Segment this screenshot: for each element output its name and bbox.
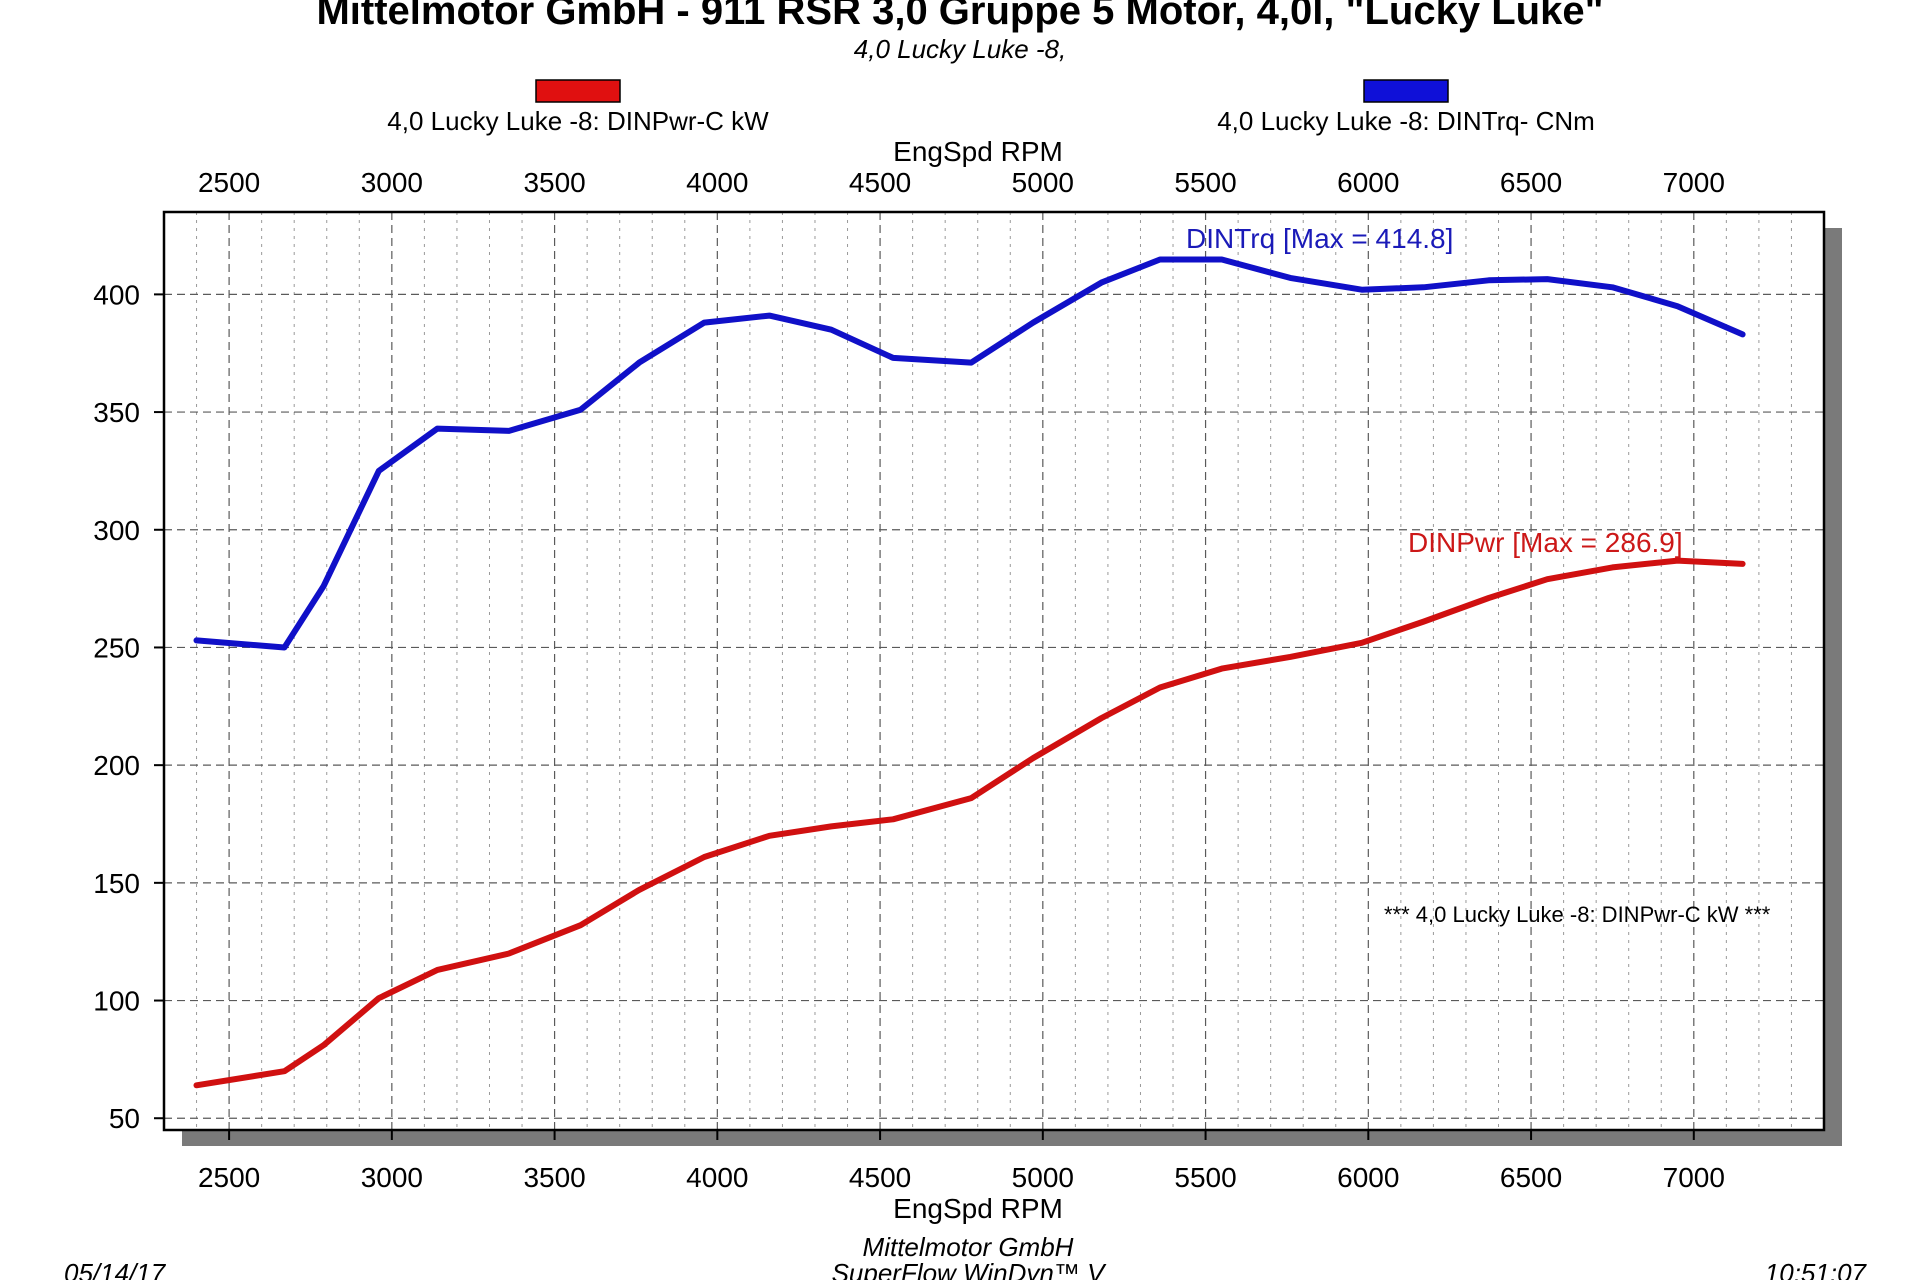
y-tick-label: 250 bbox=[93, 632, 140, 663]
footer-software: SuperFlow WinDyn™ V bbox=[832, 1258, 1108, 1280]
legend-swatch-torque bbox=[1363, 79, 1449, 103]
x-tick-label-bottom: 5000 bbox=[1012, 1162, 1074, 1193]
legend-swatch-power bbox=[535, 79, 621, 103]
chart-title: Mittelmotor GmbH - 911 RSR 3,0 Gruppe 5 … bbox=[316, 0, 1603, 33]
legend-label-torque: 4,0 Lucky Luke -8: DINTrq- CNm bbox=[1217, 106, 1595, 136]
x-tick-label-top: 3500 bbox=[523, 167, 585, 198]
legend: 4,0 Lucky Luke -8: DINPwr-C kW 4,0 Lucky… bbox=[387, 79, 1595, 136]
torque-max-annotation: DINTrq [Max = 414.8] bbox=[1186, 223, 1453, 254]
x-tick-label-top: 4500 bbox=[849, 167, 911, 198]
x-tick-label-bottom: 6500 bbox=[1500, 1162, 1562, 1193]
plot-area bbox=[164, 212, 1824, 1130]
x-tick-label-bottom: 2500 bbox=[198, 1162, 260, 1193]
x-tick-label-top: 4000 bbox=[686, 167, 748, 198]
y-tick-label: 300 bbox=[93, 515, 140, 546]
tick-labels: 2500 2500 3000 3000 3500 3500 4000 4000 4500 4500… bbox=[93, 167, 1725, 1193]
x-axis-label-top: EngSpd RPM bbox=[893, 136, 1063, 167]
y-tick-label: 200 bbox=[93, 750, 140, 781]
grid bbox=[154, 212, 1824, 1140]
x-tick-label-top: 6000 bbox=[1337, 167, 1399, 198]
footer-time: 10:51:07 bbox=[1765, 1258, 1868, 1280]
series-note: *** 4,0 Lucky Luke -8: DINPwr-C kW *** bbox=[1384, 902, 1771, 927]
x-tick-label-bottom: 3000 bbox=[361, 1162, 423, 1193]
series-lines bbox=[193, 256, 1746, 1089]
x-axis-label-bottom: EngSpd RPM bbox=[893, 1193, 1063, 1224]
y-tick-label: 100 bbox=[93, 986, 140, 1017]
x-tick-label-bottom: 4500 bbox=[849, 1162, 911, 1193]
x-tick-label-top: 3000 bbox=[361, 167, 423, 198]
power-max-annotation: DINPwr [Max = 286.9] bbox=[1408, 527, 1683, 558]
x-tick-label-bottom: 6000 bbox=[1337, 1162, 1399, 1193]
x-tick-label-top: 6500 bbox=[1500, 167, 1562, 198]
x-tick-label-top: 5500 bbox=[1174, 167, 1236, 198]
x-tick-label-bottom: 5500 bbox=[1174, 1162, 1236, 1193]
x-tick-label-bottom: 7000 bbox=[1663, 1162, 1725, 1193]
y-tick-label: 50 bbox=[109, 1103, 140, 1134]
torque-line bbox=[193, 256, 1746, 651]
x-tick-label-top: 5000 bbox=[1012, 167, 1074, 198]
x-tick-label-top: 2500 bbox=[198, 167, 260, 198]
power-line bbox=[193, 557, 1746, 1089]
x-tick-label-bottom: 4000 bbox=[686, 1162, 748, 1193]
y-tick-label: 350 bbox=[93, 397, 140, 428]
plot-border bbox=[162, 210, 1826, 1132]
footer-date: 05/14/17 bbox=[64, 1258, 167, 1280]
legend-label-power: 4,0 Lucky Luke -8: DINPwr-C kW bbox=[387, 106, 769, 136]
x-tick-label-bottom: 3500 bbox=[523, 1162, 585, 1193]
y-tick-label: 400 bbox=[93, 279, 140, 310]
chart-subtitle: 4,0 Lucky Luke -8, bbox=[854, 34, 1066, 64]
x-tick-label-top: 7000 bbox=[1663, 167, 1725, 198]
footer-company: Mittelmotor GmbH bbox=[863, 1232, 1074, 1262]
y-tick-label: 150 bbox=[93, 868, 140, 899]
